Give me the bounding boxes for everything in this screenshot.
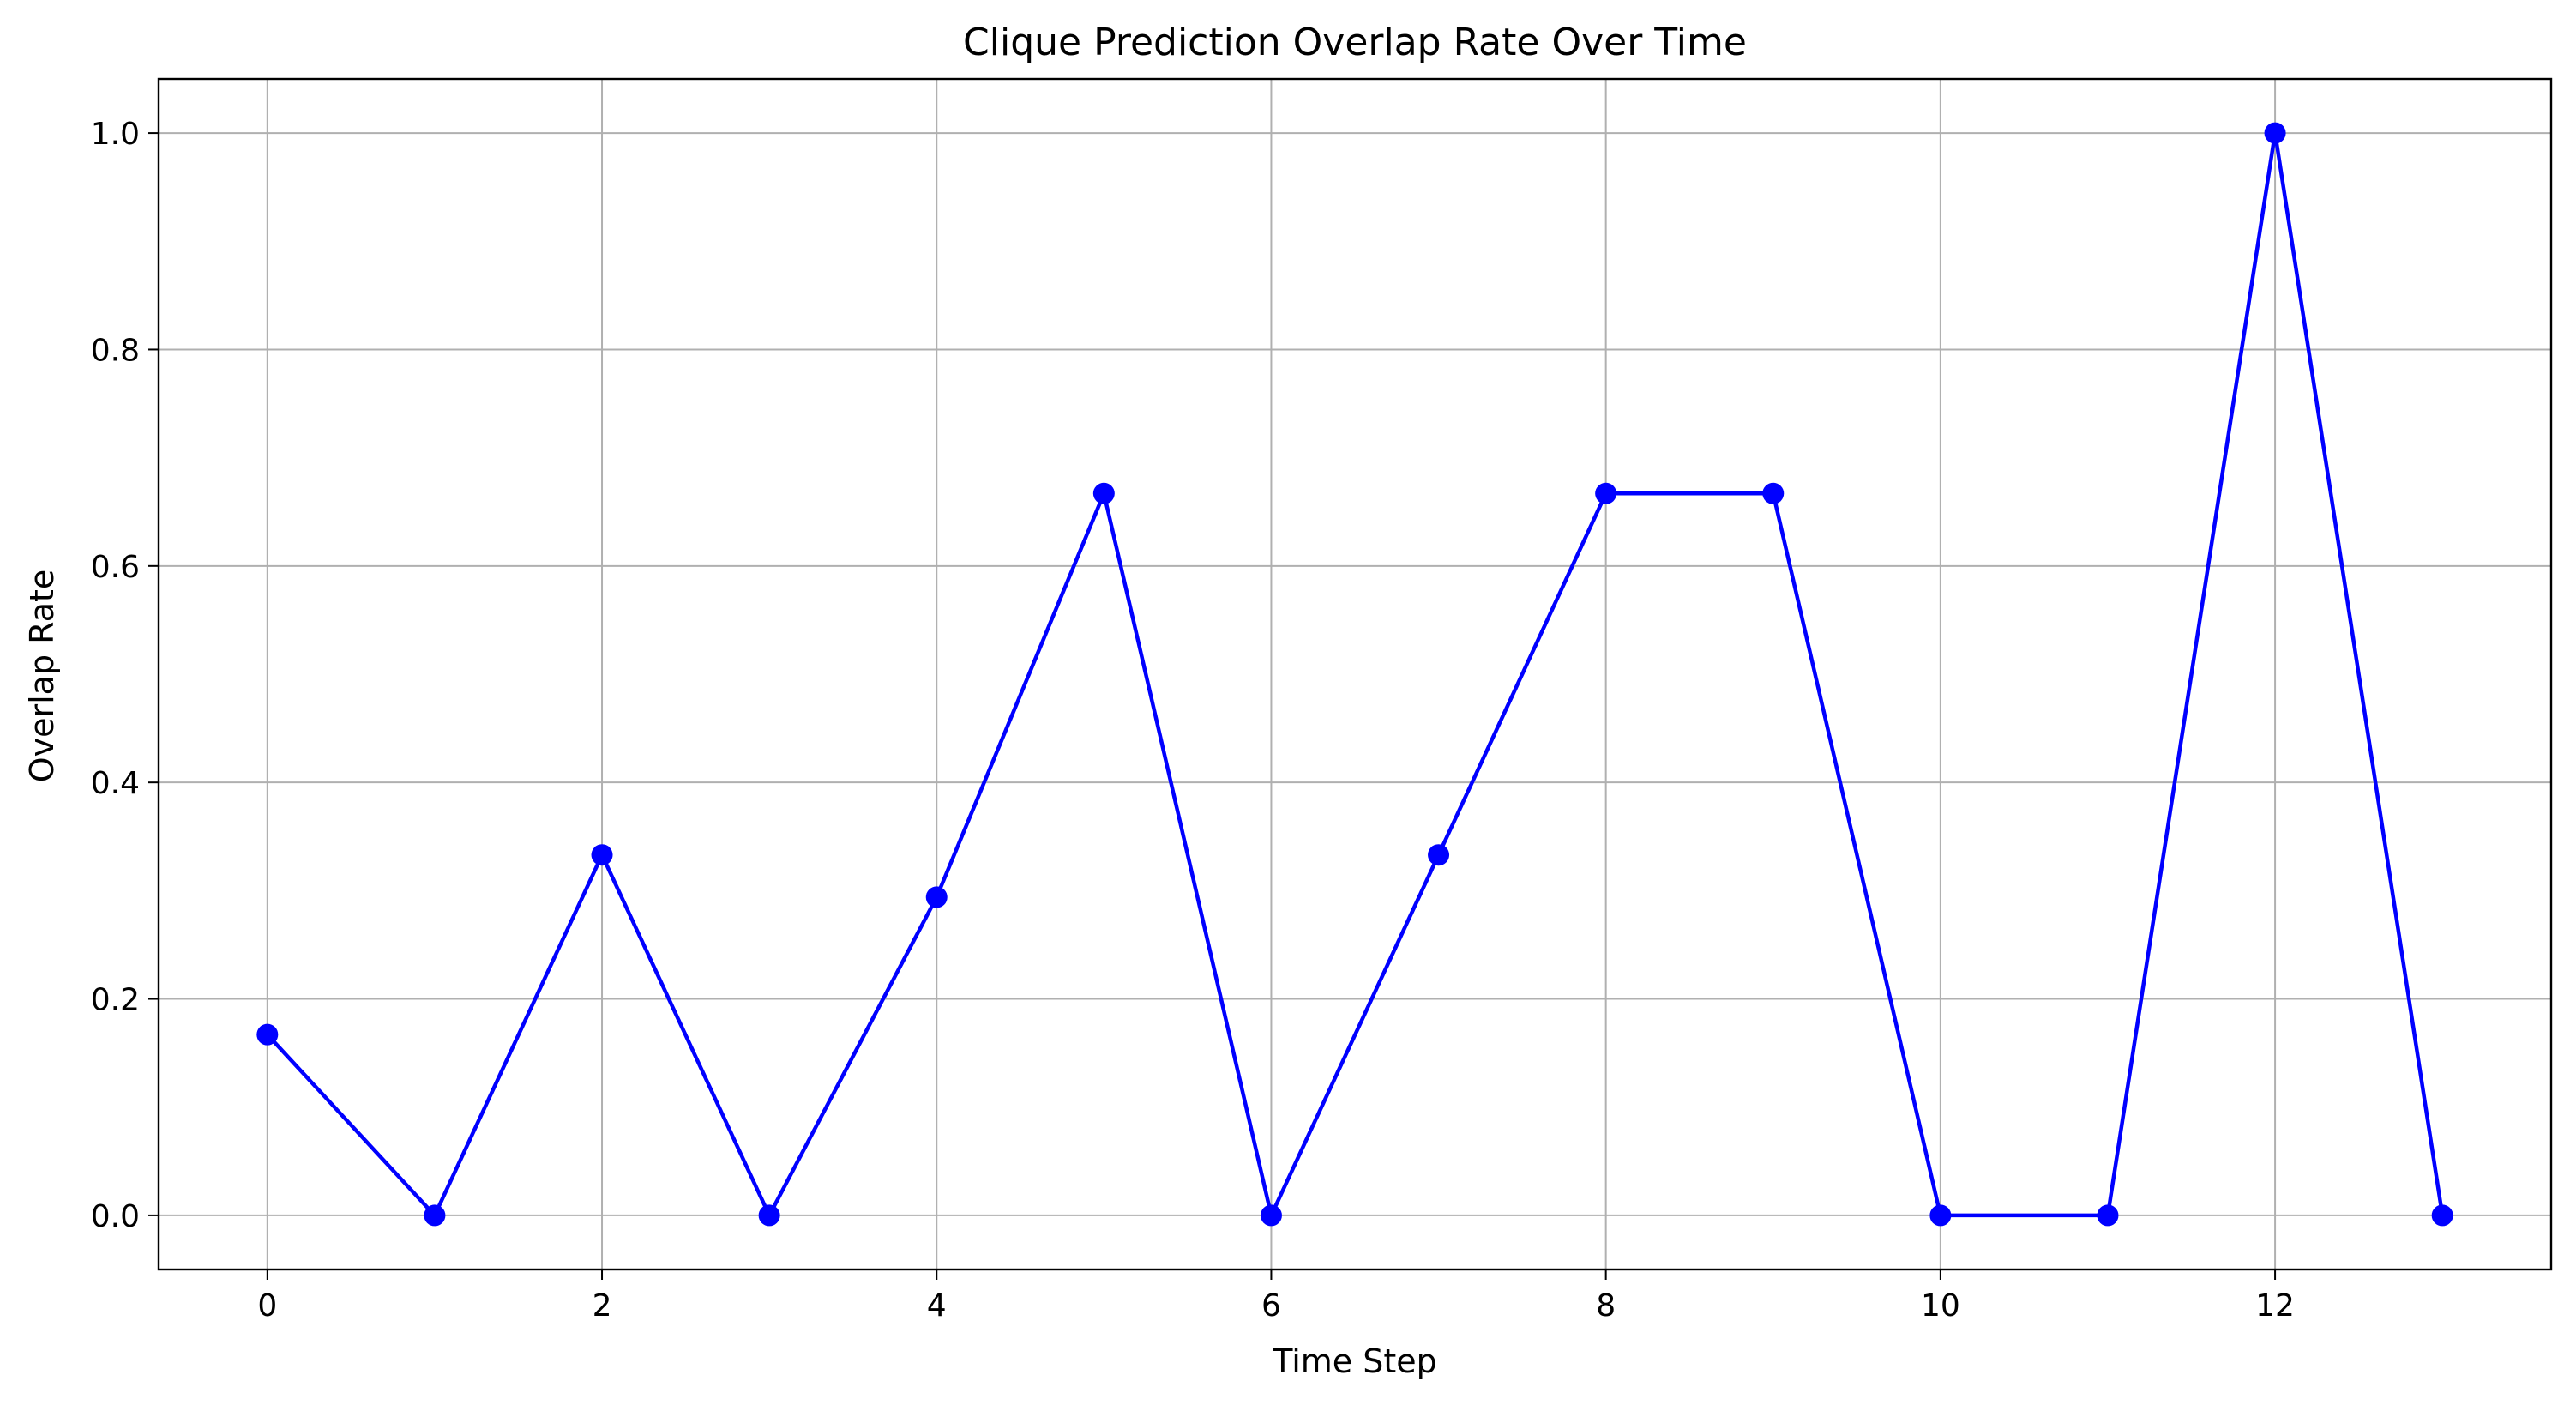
- plot-frame: [157, 77, 2553, 1271]
- data-point: [256, 1023, 279, 1046]
- data-point: [1092, 482, 1115, 504]
- series-layer: [256, 122, 2453, 1227]
- y-tick-label: 0.2: [91, 983, 140, 1018]
- x-tick-label: 6: [1261, 1288, 1281, 1324]
- chart-title: Clique Prediction Overlap Rate Over Time: [963, 21, 1747, 64]
- y-axis-ticks: 0.0 0.2 0.4 0.6 0.8 1.0: [91, 117, 159, 1234]
- data-point: [1929, 1204, 1952, 1227]
- grid-lines: [159, 79, 2551, 1269]
- data-point: [1762, 482, 1785, 504]
- x-axis-ticks: 0 2 4 6 8 10 12: [257, 1269, 2295, 1324]
- data-point: [2097, 1204, 2119, 1227]
- x-tick-label: 12: [2255, 1288, 2295, 1324]
- x-axis-label: Time Step: [1272, 1342, 1437, 1380]
- x-tick-label: 2: [593, 1288, 612, 1324]
- data-point: [758, 1204, 780, 1227]
- x-tick-label: 10: [1921, 1288, 1960, 1324]
- y-tick-label: 0.8: [91, 333, 140, 368]
- y-tick-label: 0.6: [91, 550, 140, 585]
- data-point: [1428, 844, 1450, 866]
- data-point: [591, 844, 613, 866]
- x-tick-label: 8: [1596, 1288, 1616, 1324]
- y-tick-label: 0.4: [91, 766, 140, 801]
- data-point: [925, 886, 948, 908]
- data-point: [1595, 482, 1617, 504]
- data-point: [424, 1204, 446, 1227]
- data-point: [2264, 122, 2286, 144]
- y-tick-label: 0.0: [91, 1199, 140, 1234]
- data-point: [2431, 1204, 2453, 1227]
- series-line: [266, 130, 2445, 1218]
- x-tick-label: 0: [257, 1288, 277, 1324]
- x-tick-label: 4: [927, 1288, 947, 1324]
- y-tick-label: 1.0: [91, 117, 140, 152]
- y-axis-label: Overlap Rate: [23, 570, 61, 783]
- data-point: [1260, 1204, 1282, 1227]
